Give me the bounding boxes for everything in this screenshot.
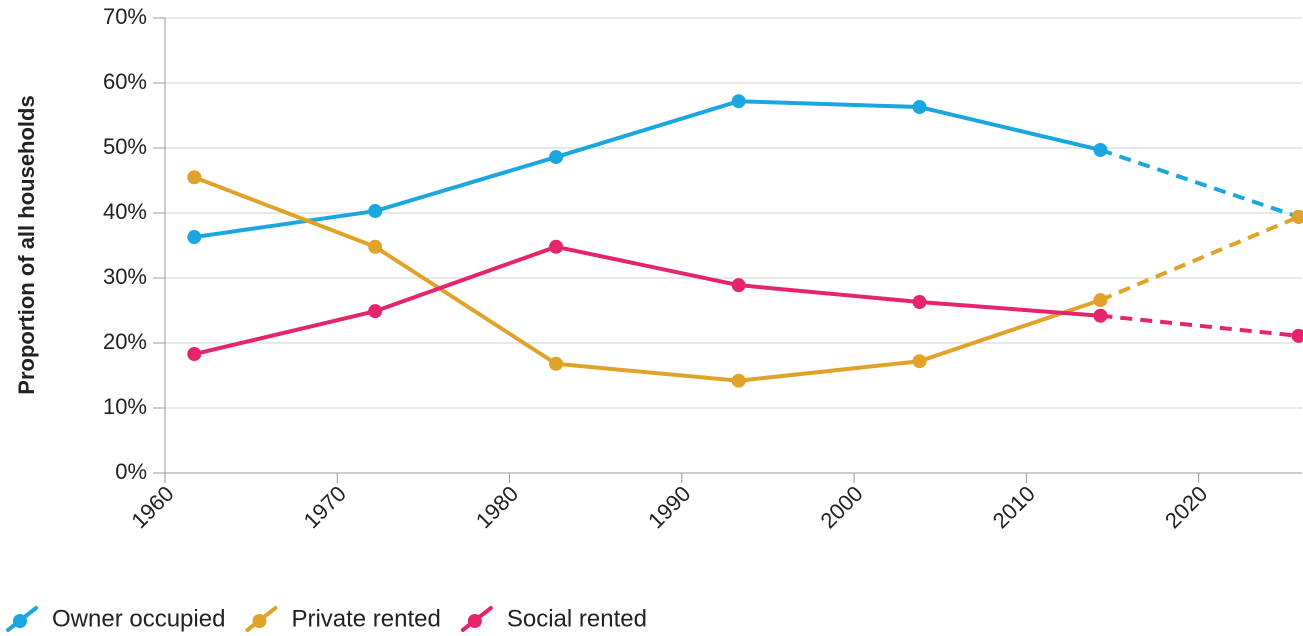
y-tick-label: 60% xyxy=(103,69,147,94)
y-tick-label: 20% xyxy=(103,329,147,354)
legend-label: Social rented xyxy=(507,605,647,632)
y-tick-label: 10% xyxy=(103,394,147,419)
data-point xyxy=(187,230,202,245)
series-line xyxy=(194,99,1101,240)
y-tick-label: 50% xyxy=(103,134,147,159)
x-tick-label: 1980 xyxy=(471,481,523,533)
legend-label: Owner occupied xyxy=(52,605,225,632)
y-tick-label: 0% xyxy=(115,459,147,484)
legend-swatch-dot xyxy=(252,614,267,628)
data-point xyxy=(912,295,927,310)
data-point xyxy=(549,150,564,165)
legend-item: Owner occupied xyxy=(6,605,225,632)
data-point xyxy=(912,100,927,115)
x-tick-label: 1990 xyxy=(643,481,695,533)
legend-swatch-dot xyxy=(13,614,27,628)
data-point xyxy=(1093,293,1108,308)
y-tick-label: 40% xyxy=(103,199,147,224)
data-point xyxy=(368,204,383,219)
x-tick-label: 1970 xyxy=(299,481,351,533)
legend-item: Social rented xyxy=(460,605,647,632)
series-line xyxy=(193,244,1101,356)
x-tick-label: 2000 xyxy=(815,481,867,533)
data-point xyxy=(1093,142,1108,157)
legend-label: Private rented xyxy=(291,605,440,632)
series-line xyxy=(193,175,1102,383)
x-tick-label: 1960 xyxy=(126,481,178,533)
data-point xyxy=(1291,328,1303,343)
x-tick-label: 2020 xyxy=(1160,481,1212,533)
projection-line xyxy=(1100,313,1299,338)
y-axis-label: Proportion of all households xyxy=(14,95,39,394)
y-tick-label: 70% xyxy=(103,4,147,29)
data-point xyxy=(731,373,746,388)
projection-line xyxy=(1099,148,1300,219)
data-point xyxy=(912,354,927,369)
data-point xyxy=(1291,209,1303,224)
projection-line xyxy=(1099,215,1300,302)
legend-item: Private rented xyxy=(245,605,441,632)
data-point xyxy=(368,239,383,254)
y-tick-label: 30% xyxy=(103,264,147,289)
data-point xyxy=(549,239,564,254)
data-point xyxy=(187,170,202,185)
data-point xyxy=(1093,308,1108,323)
data-point xyxy=(731,94,746,109)
x-tick-label: 2010 xyxy=(988,481,1040,533)
legend-swatch-dot xyxy=(467,614,482,628)
data-point xyxy=(549,356,564,371)
data-point xyxy=(368,304,383,319)
data-point xyxy=(187,347,202,362)
data-point xyxy=(731,278,746,293)
